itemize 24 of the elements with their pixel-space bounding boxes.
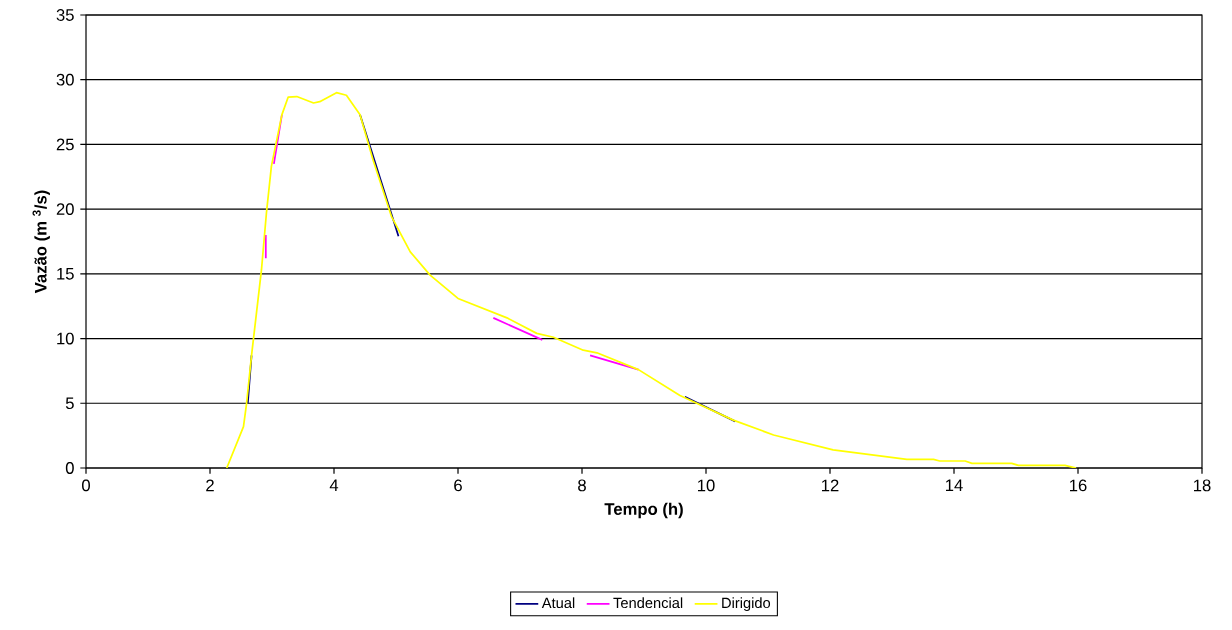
y-tick-label: 10 — [57, 332, 74, 345]
x-tick-label: 14 — [946, 479, 963, 491]
y-tick-label: 25 — [56, 138, 74, 151]
y-tick-label: 35 — [56, 9, 74, 21]
y-tick-label: 20 — [56, 203, 74, 216]
y-tick-label: 0 — [65, 462, 74, 474]
x-tick-label: 0 — [82, 479, 90, 492]
x-tick-label: 8 — [578, 479, 586, 492]
x-tick-label: 16 — [1070, 479, 1087, 492]
x-tick-label: 4 — [329, 479, 339, 491]
x-tick-label: 6 — [454, 479, 462, 492]
legend-label: Dirigido — [722, 597, 771, 611]
x-tick-label: 10 — [698, 479, 715, 492]
y-tick-label: 30 — [56, 73, 74, 86]
legend-label: Atual — [541, 597, 575, 609]
line-series — [225, 91, 1078, 468]
x-tick-label: 2 — [206, 479, 214, 492]
y-tick-label: 15 — [57, 268, 74, 280]
x-tick-label: 18 — [1194, 479, 1211, 492]
x-tick-label: 12 — [822, 479, 839, 492]
x-axis-title: Tempo (h) — [604, 502, 683, 519]
y-axis-title: Vazão (m $^{3}$/s) — [32, 190, 50, 294]
y-tick-label: 5 — [65, 397, 74, 410]
legend-label: Tendencial — [613, 597, 683, 609]
